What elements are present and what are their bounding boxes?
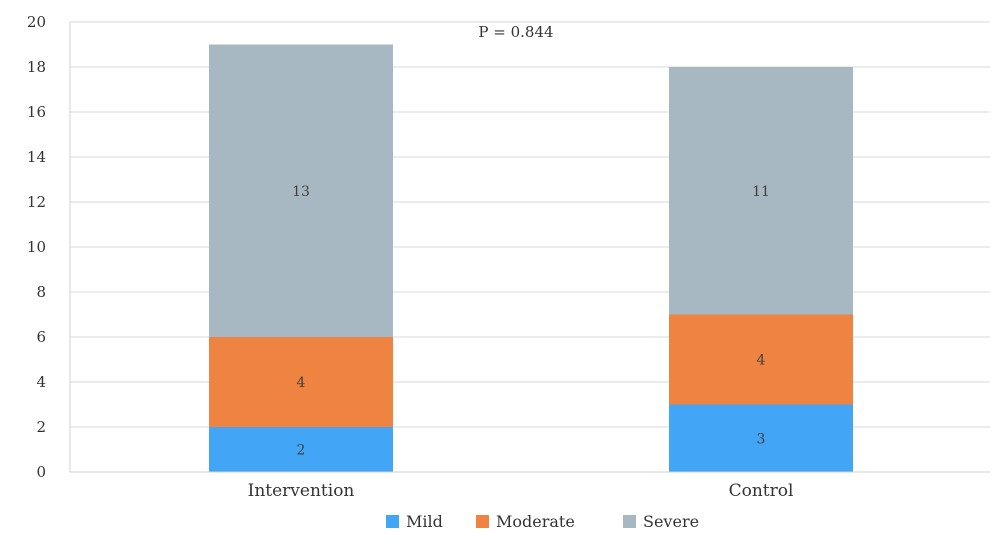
y-tick-label: 10 (27, 238, 46, 256)
data-label-mild: 3 (757, 431, 766, 447)
bar-severe-control (669, 67, 853, 315)
data-label-severe: 11 (752, 184, 770, 200)
bars (209, 44, 853, 472)
y-tick-label: 14 (27, 148, 46, 166)
legend-label-mild: Mild (406, 512, 443, 531)
legend-swatch-severe (623, 515, 636, 528)
x-category-label: Intervention (248, 481, 355, 501)
axes: 0 2 4 6 8 10 12 14 16 18 20 Intervention Control (27, 13, 990, 501)
legend-swatch-mild (386, 515, 399, 528)
data-label-moderate: 4 (757, 353, 766, 369)
bar-moderate-intervention (209, 337, 393, 427)
legend-swatch-moderate (476, 515, 489, 528)
y-tick-label: 4 (36, 373, 46, 391)
legend: Mild Moderate Severe (0, 512, 1000, 534)
stacked-bar-chart: 2 4 13 3 4 11 0 2 4 6 8 10 12 14 16 18 20 Intervention Co… (27, 13, 990, 501)
y-tick-label: 20 (27, 13, 46, 31)
data-labels: 2 4 13 3 4 11 (292, 184, 770, 459)
data-label-mild: 2 (297, 443, 306, 459)
y-tick-label: 0 (36, 463, 46, 481)
bar-mild-control (669, 404, 853, 472)
y-tick-label: 12 (27, 193, 46, 211)
legend-item-mild: Mild (386, 512, 443, 531)
x-category-label: Control (729, 481, 794, 501)
legend-item-severe: Severe (623, 512, 699, 531)
y-tick-label: 2 (36, 418, 46, 436)
bar-mild-intervention (209, 427, 393, 472)
legend-label-severe: Severe (643, 512, 700, 531)
bar-moderate-control (669, 314, 853, 405)
y-tick-label: 6 (36, 328, 46, 346)
bar-severe-intervention (209, 44, 393, 337)
data-label-moderate: 4 (297, 375, 306, 391)
legend-item-moderate: Moderate (476, 512, 575, 531)
y-tick-label: 18 (27, 58, 46, 76)
data-label-severe: 13 (292, 184, 310, 200)
y-tick-label: 16 (27, 103, 46, 121)
legend-label-moderate: Moderate (496, 512, 575, 531)
p-value-annotation: P = 0.844 (478, 23, 553, 41)
y-tick-label: 8 (36, 283, 46, 301)
